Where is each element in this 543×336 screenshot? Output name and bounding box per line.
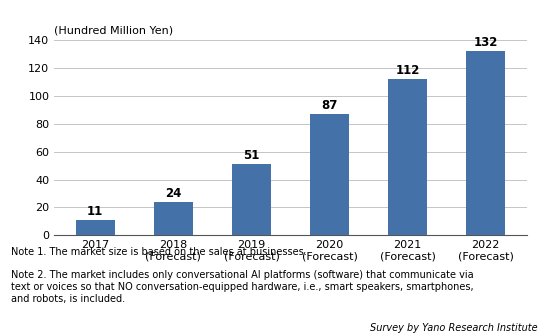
- Bar: [466, 51, 505, 235]
- Text: 132: 132: [473, 36, 498, 49]
- Text: Note 1. The market size is based on the sales at businesses.: Note 1. The market size is based on the …: [11, 247, 307, 257]
- Text: Survey by Yano Research Institute: Survey by Yano Research Institute: [370, 323, 538, 333]
- Text: (Hundred Million Yen): (Hundred Million Yen): [54, 25, 173, 35]
- Text: 87: 87: [321, 99, 338, 112]
- Text: 11: 11: [87, 205, 103, 218]
- Bar: [154, 202, 193, 235]
- Bar: [76, 220, 115, 235]
- Text: 51: 51: [243, 149, 260, 162]
- Bar: [310, 114, 349, 235]
- Text: 112: 112: [395, 64, 420, 77]
- Bar: [388, 79, 427, 235]
- Bar: [232, 164, 271, 235]
- Text: 24: 24: [165, 187, 181, 200]
- Text: Note 2. The market includes only conversational AI platforms (software) that com: Note 2. The market includes only convers…: [11, 270, 473, 304]
